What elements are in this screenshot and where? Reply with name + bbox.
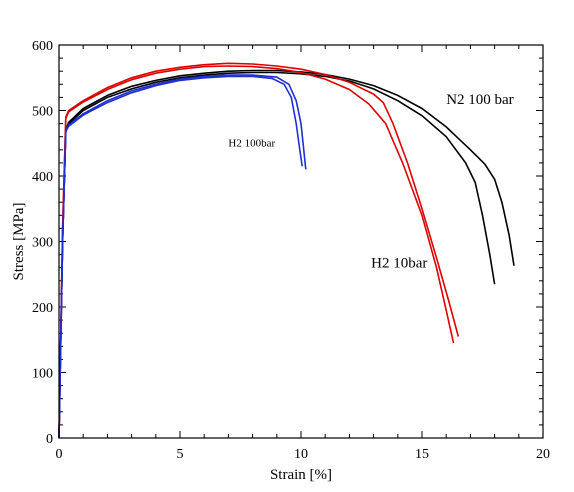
- annotation-n2: N2 100 bar: [446, 92, 514, 108]
- plot-frame: [58, 44, 544, 439]
- curve-annotations: N2 100 bar H2 10bar H2 100bar: [228, 92, 513, 272]
- x-tick-label: 5: [177, 447, 184, 462]
- x-tick-label: 15: [415, 447, 429, 462]
- y-tick-label: 0: [46, 432, 53, 447]
- series-group: [58, 62, 515, 439]
- annotation-h2-100: H2 100bar: [228, 138, 275, 150]
- x-axis-label: Strain [%]: [270, 467, 332, 483]
- y-tick-label: 100: [32, 367, 53, 382]
- annotation-h2-10: H2 10bar: [371, 256, 427, 272]
- y-tick-label: 500: [32, 105, 53, 120]
- x-tick-label: 0: [56, 447, 63, 462]
- y-tick-label: 600: [32, 39, 53, 54]
- series-line-1: [58, 71, 496, 439]
- y-tick-label: 400: [32, 170, 53, 185]
- y-axis-label: Stress [MPa]: [11, 203, 27, 281]
- series-line-6: [58, 74, 307, 439]
- x-tick-label: 10: [294, 447, 308, 462]
- x-tick-label: 20: [536, 447, 550, 462]
- y-tick-label: 200: [32, 301, 53, 316]
- series-line-4: [58, 62, 460, 439]
- y-tick-label: 300: [32, 236, 53, 251]
- series-line-3: [58, 65, 455, 439]
